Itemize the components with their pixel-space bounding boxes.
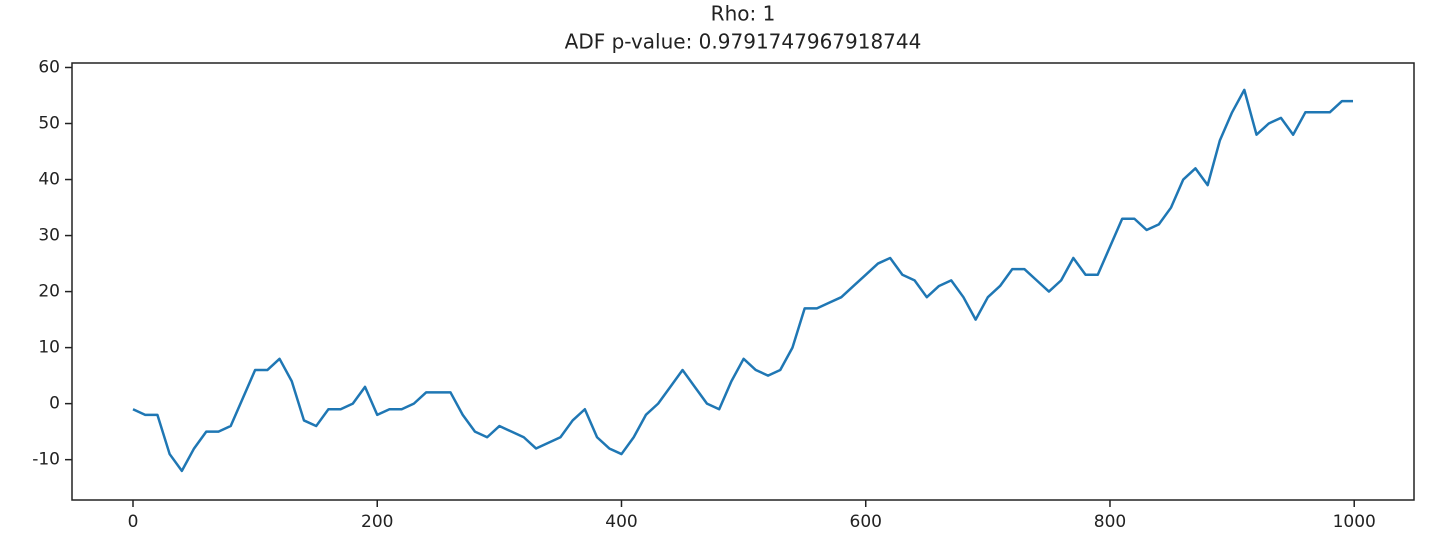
y-tick-label: 60 (38, 57, 60, 77)
x-tick-label: 1000 (1333, 512, 1376, 532)
y-tick-label: 50 (38, 114, 60, 134)
y-tick-label: 20 (38, 282, 60, 302)
x-tick-label: 600 (850, 512, 882, 532)
y-tick-label: 10 (38, 338, 60, 358)
x-tick-label: 400 (605, 512, 637, 532)
y-tick-label: 40 (38, 170, 60, 190)
line-series (132, 88, 1353, 473)
x-tick-label: 200 (361, 512, 393, 532)
plot-frame (71, 62, 1415, 501)
chart-subtitle: ADF p-value: 0.9791747967918744 (565, 30, 922, 54)
y-tick-label: 0 (49, 394, 60, 414)
chart-title: Rho: 1 (711, 2, 776, 26)
y-tick-label: -10 (32, 450, 60, 470)
x-tick-label: 800 (1094, 512, 1126, 532)
x-tick-label: 0 (128, 512, 139, 532)
y-tick-label: 30 (38, 226, 60, 246)
